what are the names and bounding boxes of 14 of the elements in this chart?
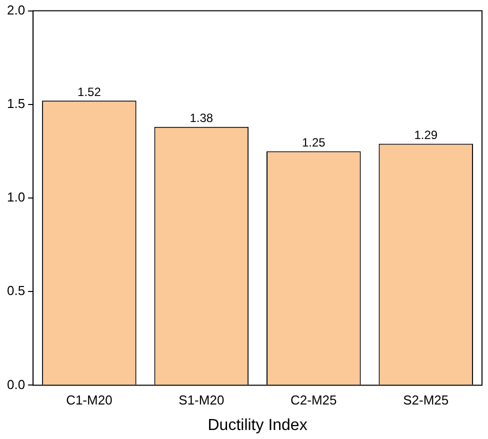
data-label: 1.29 bbox=[414, 128, 438, 142]
x-tick-label: C1-M20 bbox=[66, 392, 112, 408]
data-label: 1.52 bbox=[78, 84, 102, 99]
data-label: 1.38 bbox=[190, 111, 214, 126]
y-tick-label: 1.5 bbox=[6, 96, 26, 111]
x-tick-label: S1-M20 bbox=[178, 392, 224, 408]
data-label: 1.25 bbox=[302, 136, 326, 150]
y-tick-label: 0.5 bbox=[6, 283, 26, 298]
x-axis-title: Ductility Index bbox=[208, 416, 308, 434]
x-tick-label: S2-M25 bbox=[403, 392, 449, 408]
x-tick-label: C2-M25 bbox=[290, 392, 337, 408]
y-tick-label: 1.0 bbox=[6, 190, 26, 205]
y-tick-label: 2.0 bbox=[6, 2, 26, 18]
y-tick-label: 0.0 bbox=[6, 376, 26, 392]
